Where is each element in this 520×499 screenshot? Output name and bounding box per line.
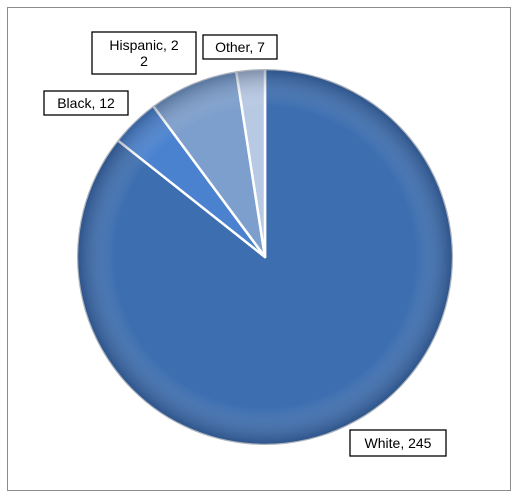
data-label-box — [202, 34, 278, 60]
data-label-text: Hispanic, 2 — [109, 37, 178, 53]
data-label-hispanic: Hispanic, 22 — [91, 31, 197, 75]
data-label-text: Black, 12 — [57, 95, 115, 111]
data-label-box — [349, 429, 447, 457]
data-label-text: White, 245 — [365, 435, 432, 451]
data-label-text: 2 — [140, 53, 148, 69]
data-label-white: White, 245 — [349, 429, 447, 457]
data-label-text: Other, 7 — [215, 39, 265, 55]
data-label-box — [91, 31, 197, 75]
data-label-box — [43, 90, 129, 116]
data-label-other: Other, 7 — [202, 34, 278, 60]
data-label-black: Black, 12 — [43, 90, 129, 116]
